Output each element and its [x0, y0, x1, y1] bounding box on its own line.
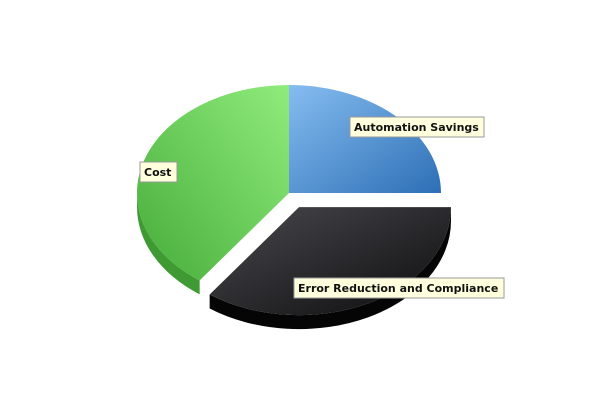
slice-side-cost — [137, 193, 200, 295]
slice-label-box — [139, 161, 178, 183]
slice-label-error-reduction-and-compliance: Error Reduction and Compliance — [293, 277, 505, 299]
slice-labels: Automation Savings Error Reduction and Co… — [139, 116, 505, 299]
slice-label-cost: Cost — [139, 161, 178, 183]
slice-label-automation-savings: Automation Savings — [349, 116, 485, 138]
slice-automation-savings[interactable] — [289, 85, 441, 193]
slice-label-box — [349, 116, 485, 138]
slice-label-text: Cost — [144, 166, 171, 179]
slice-label-text: Error Reduction and Compliance — [298, 282, 498, 295]
slice-sides — [137, 193, 451, 330]
slice-label-box — [293, 277, 505, 299]
slice-label-text: Automation Savings — [354, 121, 479, 134]
slice-cost[interactable] — [137, 85, 289, 281]
slice-side-error-reduction-and-compliance — [209, 207, 451, 330]
